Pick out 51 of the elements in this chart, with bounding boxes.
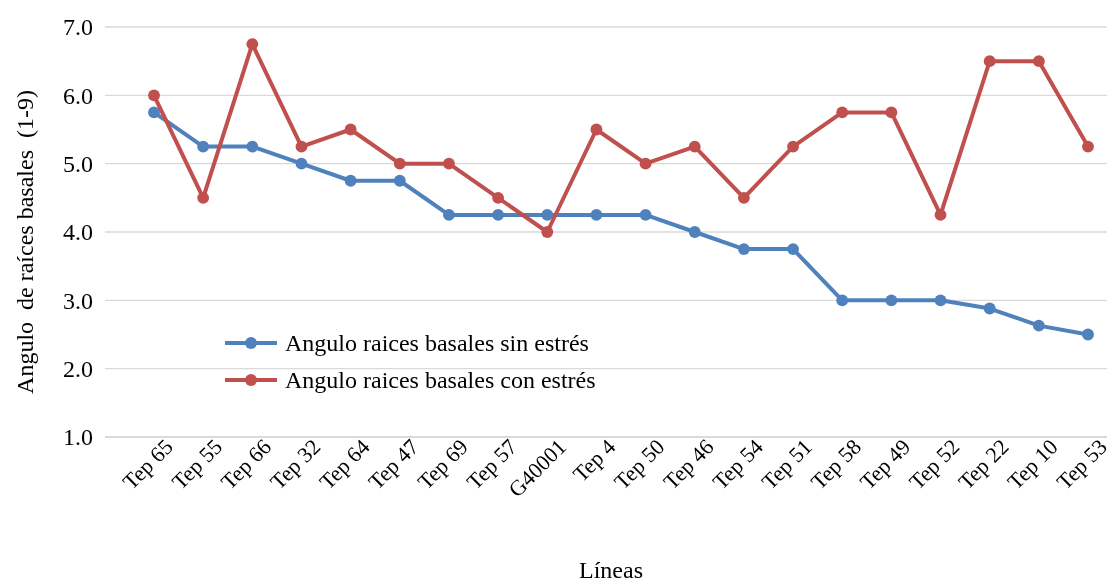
- x-axis-title: Líneas: [579, 557, 643, 583]
- y-tick-label: 1.0: [63, 424, 93, 451]
- point: [393, 174, 406, 187]
- point: [885, 106, 898, 119]
- point: [934, 209, 947, 221]
- point: [541, 226, 554, 238]
- y-axis-title: Angulo de raíces basales (1-9): [12, 90, 38, 394]
- y-tick-label: 3.0: [63, 287, 93, 314]
- y-tick-label: 6.0: [63, 82, 93, 109]
- point: [344, 123, 357, 136]
- point: [246, 38, 259, 50]
- point: [737, 243, 750, 255]
- point: [737, 191, 750, 204]
- point: [787, 243, 799, 255]
- point: [393, 157, 406, 170]
- point: [443, 157, 455, 170]
- point: [1082, 140, 1094, 153]
- point: [590, 123, 603, 136]
- legend-label: Angulo raices basales sin estrés: [285, 330, 589, 357]
- point: [148, 89, 160, 102]
- point: [787, 140, 799, 153]
- y-tick-label: 7.0: [63, 14, 93, 41]
- point: [197, 191, 210, 204]
- y-tick-label: 4.0: [63, 219, 93, 246]
- point: [836, 106, 849, 119]
- point: [983, 55, 996, 68]
- point: [688, 140, 701, 153]
- point: [295, 140, 308, 153]
- point: [344, 174, 357, 187]
- point: [983, 302, 996, 315]
- legend-label: Angulo raices basales con estrés: [285, 367, 596, 394]
- point: [148, 106, 160, 119]
- point: [836, 294, 849, 307]
- point: [639, 157, 652, 170]
- point: [541, 209, 554, 221]
- point: [1032, 55, 1045, 68]
- point: [492, 209, 505, 221]
- point: [1082, 328, 1094, 341]
- point: [197, 140, 210, 153]
- point: [443, 209, 455, 221]
- y-tick-label: 5.0: [63, 150, 93, 177]
- point: [639, 209, 652, 221]
- point: [246, 140, 259, 153]
- point: [492, 191, 505, 204]
- point: [590, 209, 603, 221]
- point: [1032, 319, 1045, 332]
- point: [295, 157, 308, 170]
- point: [688, 226, 701, 238]
- point: [885, 294, 898, 307]
- point: [934, 294, 947, 307]
- y-tick-label: 2.0: [63, 355, 93, 382]
